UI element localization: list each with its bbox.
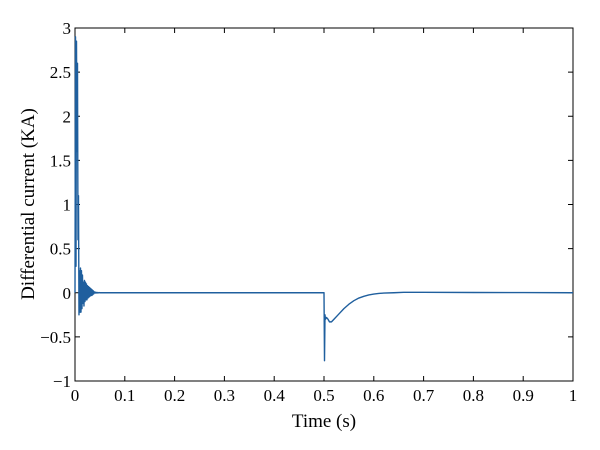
x-axis-title: Time (s)	[292, 411, 356, 432]
x-tick-label: 0.7	[413, 386, 435, 405]
x-tick-label: 0.3	[214, 386, 235, 405]
x-axis-ticks: 0 0.1 0.2 0.3 0.4 0.5 0.6 0.7 0.8 0.9 1	[71, 28, 578, 405]
x-tick-label: 0.4	[264, 386, 286, 405]
y-tick-label: 0	[63, 284, 72, 303]
series-line	[74, 36, 574, 362]
y-axis-title: Differential current (KA)	[18, 108, 39, 300]
x-tick-label: 0.6	[363, 386, 384, 405]
x-tick-label: 0	[71, 386, 80, 405]
y-tick-label: 0.5	[50, 240, 71, 259]
x-tick-label: 0.1	[114, 386, 135, 405]
series-layer	[74, 36, 574, 362]
y-axis-ticks: −1 −0.5 0 0.5 1 1.5 2 2.5 3	[40, 19, 573, 391]
x-tick-label: 0.5	[313, 386, 334, 405]
y-tick-label: 1.5	[50, 151, 71, 170]
y-tick-label: 1	[63, 196, 72, 215]
x-tick-label: 1	[569, 386, 578, 405]
y-tick-label: −0.5	[40, 328, 71, 347]
x-tick-label: 0.2	[164, 386, 185, 405]
y-tick-label: −1	[53, 372, 71, 391]
y-tick-label: 2.5	[50, 63, 71, 82]
x-tick-label: 0.9	[513, 386, 534, 405]
y-tick-label: 2	[63, 107, 72, 126]
x-tick-label: 0.8	[463, 386, 484, 405]
y-tick-label: 3	[63, 19, 72, 38]
